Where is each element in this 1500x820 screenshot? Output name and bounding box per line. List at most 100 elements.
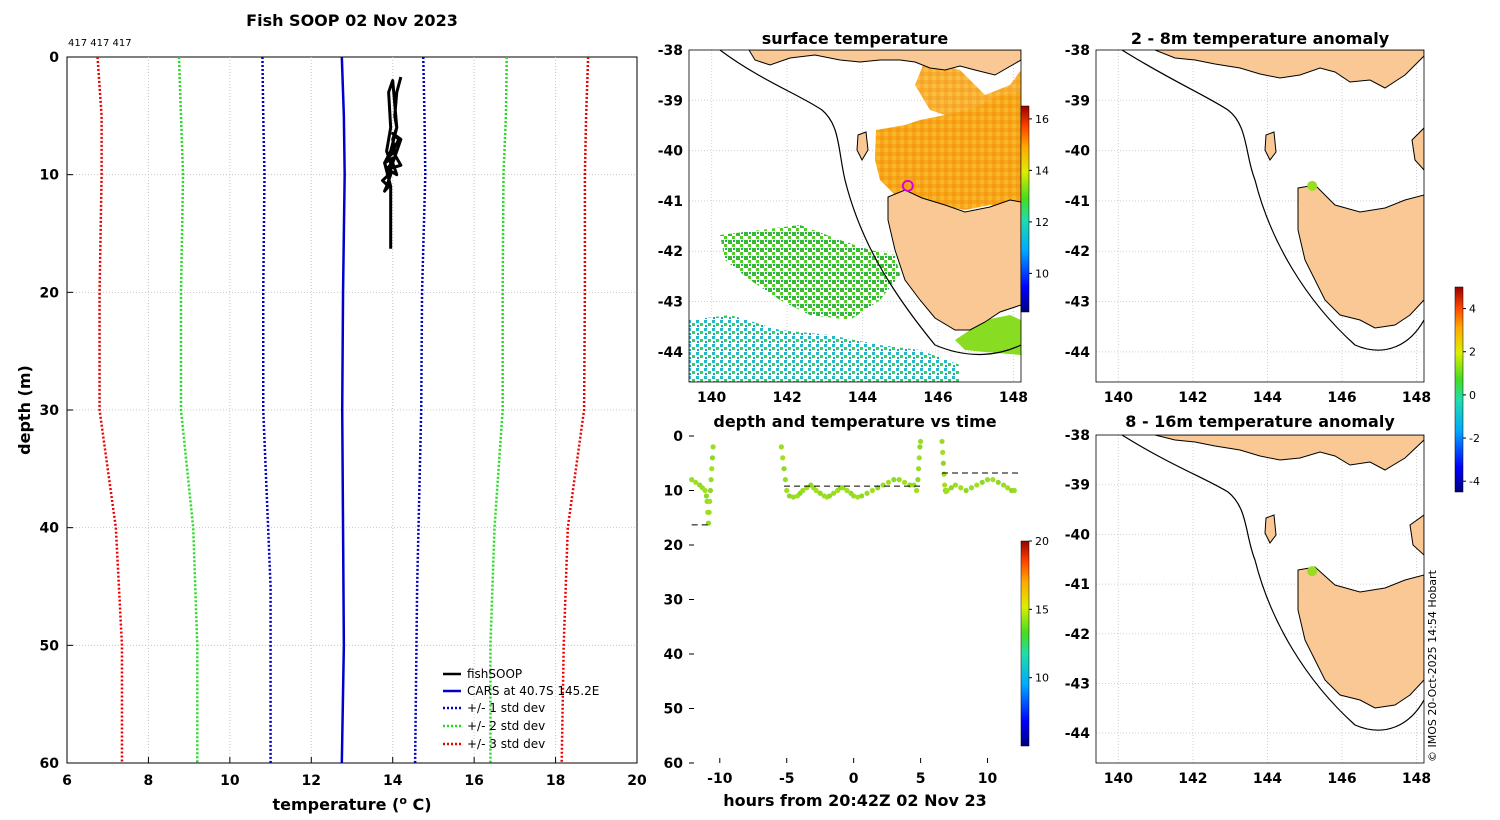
anomaly-2-8m-x-tick-label: 144: [1253, 390, 1282, 406]
series--1-std-dev-high: [413, 56, 427, 764]
legend-entry-1sd: +/- 1 std dev: [443, 701, 545, 715]
sst-king-island: [856, 131, 869, 162]
svg-text:fishSOOP: fishSOOP: [467, 667, 522, 681]
depth-time-y-tick-label: 0: [673, 429, 683, 445]
data-point: [707, 487, 714, 494]
anomaly-2-8m-title: 2 - 8m temperature anomaly: [1131, 29, 1390, 48]
sst-teal-patch: [689, 315, 960, 382]
data-point: [911, 482, 917, 488]
depth-time-x-ticks: -10 -5 0 5 10: [707, 758, 998, 787]
series--1-std-dev-low: [261, 56, 272, 763]
legend-entry-fishsoop: fishSOOP: [443, 667, 522, 681]
depth-time-y-tick-label: 40: [664, 647, 684, 663]
profile-y-ticks: 0 10 20 30 40 50 60: [40, 50, 73, 772]
anomaly-8-16m-marker: [1307, 566, 1318, 577]
depth-time-colorbar-tick-label: 15: [1035, 603, 1049, 616]
anomaly-8-16m-grid: [1096, 435, 1424, 763]
y-tick-label: 0: [49, 50, 59, 66]
depth-time-colorbar-tick-label: 10: [1035, 672, 1049, 685]
data-point: [974, 482, 980, 488]
data-point: [869, 487, 876, 494]
anomaly-8-16m-y-tick-label: -40: [1065, 527, 1091, 543]
y-tick-label: 50: [40, 638, 60, 654]
sst-y-tick-label: -44: [658, 345, 684, 361]
data-point: [885, 479, 892, 485]
series--2-std-dev-low: [177, 56, 199, 763]
series-cars-at-40-7s-145-2e: [340, 56, 346, 764]
anomaly-8-16m-y-tick-label: -38: [1065, 428, 1090, 444]
anomaly-colorbar-tick-label: 4: [1469, 303, 1476, 316]
anomaly-colorbar: [1454, 286, 1464, 493]
svg-text:CARS at 40.7S 145.2E: CARS at 40.7S 145.2E: [467, 684, 599, 698]
depth-time-y-tick-label: 50: [664, 702, 684, 718]
data-point: [917, 444, 923, 450]
sst-shelf-contour: [719, 50, 1021, 355]
anomaly-8-16m-y-tick-label: -44: [1065, 726, 1091, 742]
sst-y-tick-label: -39: [658, 93, 683, 109]
x-tick-label: 8: [144, 773, 154, 789]
depth-time-x-tick-label: -5: [779, 771, 795, 787]
y-tick-label: 30: [40, 403, 60, 419]
anomaly-colorbar-tick-label: 0: [1469, 389, 1476, 402]
depth-time-plot-area: [689, 436, 1021, 763]
anomaly-8-16m-x-tick-label: 144: [1253, 771, 1282, 787]
depth-time-colorbar-ticks: 10 15 20: [1029, 535, 1049, 685]
anomaly-8-16m-y-tick-label: -39: [1065, 478, 1090, 494]
data-point: [800, 487, 806, 494]
data-point: [979, 479, 985, 485]
anomaly-2-8m-y-tick-label: -44: [1065, 345, 1091, 361]
sst-y-tick-label: -38: [658, 43, 683, 59]
anomaly-8-16m-y-tick-label: -42: [1065, 627, 1090, 643]
anomaly-8-16m-king-island: [1264, 514, 1277, 544]
data-point: [1005, 485, 1011, 491]
x-tick-label: 14: [383, 773, 403, 789]
depth-time-y-tick-label: 20: [664, 538, 684, 554]
anomaly-8-16m-y-tick-label: -41: [1065, 577, 1090, 593]
data-point: [703, 493, 710, 499]
data-point: [1011, 487, 1017, 494]
anomaly-8-16m-x-tick-label: 146: [1327, 771, 1356, 787]
depth-time-x-tick-label: 0: [849, 771, 859, 787]
sst-colorbar-ticks: 10 12 14 16: [1029, 113, 1049, 280]
profile-x-axis-label: temperature (o C): [272, 794, 431, 814]
anomaly-2-8m-x-tick-label: 148: [1402, 390, 1431, 406]
sst-yellow-green-east: [955, 315, 1021, 355]
sst-mainland: [748, 50, 1021, 76]
anomaly-2-8m-grid: [1096, 50, 1424, 382]
depth-time-x-tick-label: 10: [978, 771, 998, 787]
x-tick-label: 18: [546, 773, 565, 789]
legend-entry-cars: CARS at 40.7S 145.2E: [443, 684, 599, 698]
depth-time-x-tick-label: -10: [707, 771, 733, 787]
data-point: [917, 438, 924, 445]
y-tick-label: 60: [40, 756, 60, 772]
anomaly-2-8m-map: 2 - 8m temperature anomaly 140 142 144 146 1…: [1065, 29, 1480, 493]
depth-time-x-axis-label: hours from 20:42Z 02 Nov 23: [723, 791, 986, 810]
anomaly-2-8m-x-tick-label: 142: [1178, 390, 1207, 406]
series-fishsoop: [381, 76, 403, 249]
count-label: 417 417 417: [68, 38, 132, 49]
anomaly-8-16m-x-ticks: 140 142 144 146 148: [1104, 771, 1431, 787]
sst-y-tick-label: -40: [658, 144, 684, 160]
y-tick-label: 10: [40, 168, 60, 184]
anomaly-8-16m-y-ticks: -38 -39 -40 -41 -42 -43 -44: [1065, 428, 1091, 742]
data-point: [940, 460, 946, 466]
sst-y-tick-label: -43: [658, 295, 683, 311]
data-point: [880, 482, 886, 488]
data-point: [817, 490, 823, 496]
data-point: [782, 477, 788, 483]
sst-map-title: surface temperature: [762, 29, 949, 48]
data-point: [781, 466, 787, 472]
figure-title: Fish SOOP 02 Nov 2023: [246, 11, 458, 30]
anomaly-8-16m-map: 8 - 16m temperature anomaly 140 142 144 146…: [1065, 412, 1431, 787]
data-point: [707, 498, 713, 504]
data-point: [915, 466, 922, 472]
anomaly-8-16m-mainland: [1154, 435, 1424, 471]
data-point: [830, 490, 837, 496]
depth-time-colorbar: [1020, 540, 1030, 747]
anomaly-2-8m-y-tick-label: -42: [1065, 244, 1090, 260]
anomaly-2-8m-x-tick-label: 140: [1104, 390, 1133, 406]
data-point: [941, 471, 947, 477]
sst-y-ticks: -38 -39 -40 -41 -42 -43 -44: [658, 43, 684, 361]
depth-time-y-tick-label: 30: [664, 593, 684, 609]
data-point: [968, 485, 975, 491]
